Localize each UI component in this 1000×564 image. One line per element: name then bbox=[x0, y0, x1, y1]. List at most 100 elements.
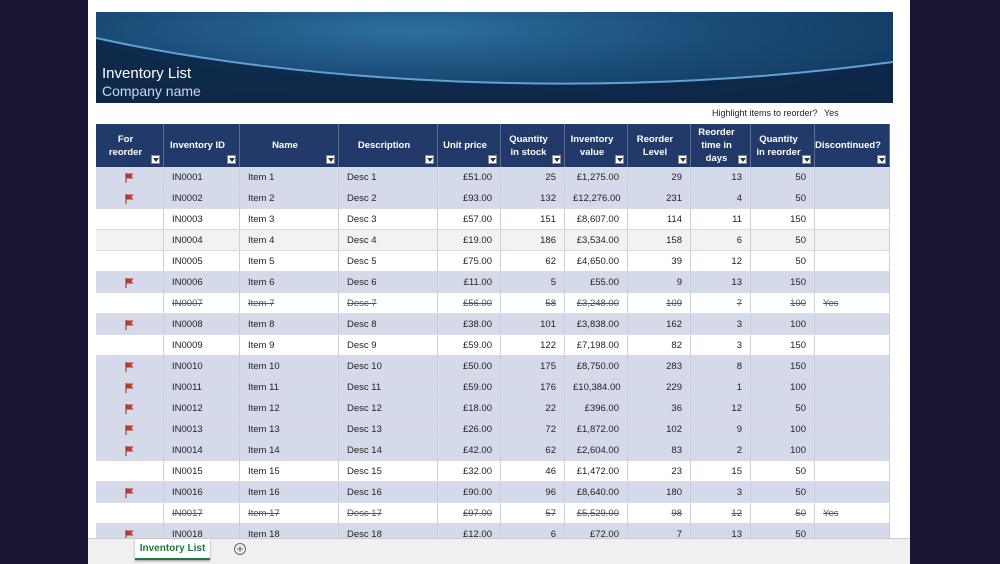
header-text: Name bbox=[272, 140, 298, 151]
cell: 114 bbox=[628, 209, 691, 230]
cell: £4,650.00 bbox=[565, 251, 628, 272]
reorder-flag bbox=[125, 446, 134, 456]
cell: 98 bbox=[628, 503, 691, 524]
column-header: Unit price bbox=[438, 124, 501, 167]
sheet-tabs: Inventory List bbox=[88, 538, 910, 564]
cell: 150 bbox=[751, 335, 815, 356]
cell: Desc 8 bbox=[339, 314, 438, 335]
filter-button[interactable] bbox=[552, 155, 561, 164]
cell: 100 bbox=[751, 293, 815, 314]
cell: £75.00 bbox=[438, 251, 501, 272]
cell: £8,750.00 bbox=[565, 356, 628, 377]
cell: 162 bbox=[628, 314, 691, 335]
cell: 100 bbox=[751, 377, 815, 398]
cell bbox=[815, 377, 890, 398]
cell: 50 bbox=[751, 230, 815, 251]
reorder-flag bbox=[125, 383, 134, 393]
cell: £26.00 bbox=[438, 419, 501, 440]
cell: £1,275.00 bbox=[565, 167, 628, 188]
reorder-flag bbox=[125, 530, 134, 538]
cell: Desc 13 bbox=[339, 419, 438, 440]
cell: 102 bbox=[628, 419, 691, 440]
filter-button[interactable] bbox=[678, 155, 687, 164]
filter-button[interactable] bbox=[738, 155, 747, 164]
filter-button[interactable] bbox=[326, 155, 335, 164]
header-text: Discontinued? bbox=[815, 140, 881, 151]
cell: 101 bbox=[501, 314, 565, 335]
cell: £42.00 bbox=[438, 440, 501, 461]
cell: IN0002 bbox=[164, 188, 240, 209]
cell: £12,276.00 bbox=[565, 188, 628, 209]
cell: IN0011 bbox=[164, 377, 240, 398]
cell: Item 4 bbox=[240, 230, 339, 251]
cell: £12.00 bbox=[438, 524, 501, 538]
cell: 4 bbox=[691, 188, 751, 209]
reorder-flag bbox=[125, 425, 134, 435]
cell: IN0017 bbox=[164, 503, 240, 524]
cell: IN0012 bbox=[164, 398, 240, 419]
cell: £93.00 bbox=[438, 188, 501, 209]
flag-cell bbox=[96, 167, 164, 188]
cell: 9 bbox=[691, 419, 751, 440]
sheet-tab[interactable]: Inventory List bbox=[135, 539, 210, 560]
header-text: Unit price bbox=[443, 140, 487, 151]
flag-cell bbox=[96, 209, 164, 230]
cell: £11.00 bbox=[438, 272, 501, 293]
cell: Item 13 bbox=[240, 419, 339, 440]
cell bbox=[815, 272, 890, 293]
reorder-flag bbox=[125, 278, 134, 288]
cell: 12 bbox=[691, 503, 751, 524]
flag-cell bbox=[96, 314, 164, 335]
cell bbox=[815, 524, 890, 538]
filter-button[interactable] bbox=[615, 155, 624, 164]
column-header: Inventory value bbox=[565, 124, 628, 167]
cell: 3 bbox=[691, 482, 751, 503]
filter-button[interactable] bbox=[425, 155, 434, 164]
highlight-value[interactable]: Yes bbox=[824, 108, 839, 118]
cell: 100 bbox=[751, 440, 815, 461]
cell: Item 5 bbox=[240, 251, 339, 272]
cell: £3,248.00 bbox=[565, 293, 628, 314]
cell: Item 2 bbox=[240, 188, 339, 209]
filter-button[interactable] bbox=[488, 155, 497, 164]
cell bbox=[815, 398, 890, 419]
flag-cell bbox=[96, 419, 164, 440]
cell: 11 bbox=[691, 209, 751, 230]
cell: 36 bbox=[628, 398, 691, 419]
header-text: Quantity in reorder bbox=[756, 133, 801, 158]
worksheet: Inventory List Company name Highlight it… bbox=[88, 0, 910, 538]
cell: 12 bbox=[691, 251, 751, 272]
cell: 100 bbox=[751, 419, 815, 440]
cell: 100 bbox=[751, 314, 815, 335]
cell: 180 bbox=[628, 482, 691, 503]
reorder-flag bbox=[125, 320, 134, 330]
cell: 175 bbox=[501, 356, 565, 377]
cell: IN0004 bbox=[164, 230, 240, 251]
add-sheet[interactable] bbox=[233, 542, 247, 556]
cell: £59.00 bbox=[438, 377, 501, 398]
cell: £2,604.00 bbox=[565, 440, 628, 461]
flag-cell bbox=[96, 251, 164, 272]
cell: Desc 2 bbox=[339, 188, 438, 209]
reorder-flag bbox=[125, 362, 134, 372]
filter-button[interactable] bbox=[151, 155, 160, 164]
cell bbox=[815, 419, 890, 440]
cell: Desc 10 bbox=[339, 356, 438, 377]
cell: £38.00 bbox=[438, 314, 501, 335]
header-text: Quantity in stock bbox=[509, 133, 548, 158]
filter-button[interactable] bbox=[802, 155, 811, 164]
highlight-label: Highlight items to reorder? bbox=[712, 108, 818, 118]
cell: Item 15 bbox=[240, 461, 339, 482]
cell: Item 6 bbox=[240, 272, 339, 293]
cell: £72.00 bbox=[565, 524, 628, 538]
filter-button[interactable] bbox=[877, 155, 886, 164]
cell bbox=[815, 251, 890, 272]
cell: Item 1 bbox=[240, 167, 339, 188]
flag-cell bbox=[96, 398, 164, 419]
filter-button[interactable] bbox=[227, 155, 236, 164]
flag-cell bbox=[96, 335, 164, 356]
cell: 50 bbox=[751, 482, 815, 503]
cell: £55.00 bbox=[565, 272, 628, 293]
cell: £3,838.00 bbox=[565, 314, 628, 335]
